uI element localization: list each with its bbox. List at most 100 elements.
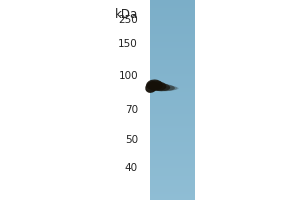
- Bar: [150, 130, 195, 132]
- Bar: [150, 176, 195, 178]
- Bar: [150, 50, 195, 52]
- Bar: [150, 136, 195, 138]
- Bar: [150, 6, 195, 8]
- Bar: [150, 120, 195, 122]
- Ellipse shape: [154, 84, 175, 91]
- Bar: [150, 132, 195, 134]
- Bar: [150, 82, 195, 84]
- Bar: [150, 70, 195, 72]
- Bar: [150, 162, 195, 164]
- Bar: [150, 64, 195, 66]
- Bar: [150, 98, 195, 100]
- Bar: [150, 48, 195, 50]
- Ellipse shape: [145, 81, 158, 93]
- Bar: [150, 174, 195, 176]
- Bar: [150, 188, 195, 190]
- Bar: [150, 196, 195, 198]
- Bar: [150, 34, 195, 36]
- Bar: [150, 58, 195, 60]
- Bar: [150, 100, 195, 102]
- Bar: [150, 60, 195, 62]
- Bar: [150, 20, 195, 22]
- Bar: [150, 32, 195, 34]
- Bar: [150, 154, 195, 156]
- Bar: [150, 182, 195, 184]
- Bar: [150, 180, 195, 182]
- Bar: [150, 0, 195, 2]
- Bar: [150, 160, 195, 162]
- Bar: [150, 144, 195, 146]
- Bar: [150, 104, 195, 106]
- Bar: [150, 12, 195, 14]
- Bar: [150, 84, 195, 86]
- Bar: [150, 128, 195, 130]
- Bar: [150, 170, 195, 172]
- Text: 150: 150: [118, 39, 138, 49]
- Bar: [150, 86, 195, 88]
- Bar: [150, 150, 195, 152]
- Bar: [150, 68, 195, 70]
- Bar: [150, 168, 195, 170]
- Bar: [150, 30, 195, 32]
- Bar: [150, 90, 195, 92]
- Bar: [150, 192, 195, 194]
- Bar: [150, 22, 195, 24]
- Bar: [150, 28, 195, 30]
- Bar: [150, 56, 195, 58]
- Bar: [150, 184, 195, 186]
- Bar: [150, 72, 195, 74]
- Bar: [150, 4, 195, 6]
- Bar: [150, 16, 195, 18]
- Bar: [150, 66, 195, 68]
- Ellipse shape: [148, 81, 166, 91]
- Ellipse shape: [146, 79, 163, 91]
- Bar: [150, 94, 195, 96]
- Bar: [150, 96, 195, 98]
- Bar: [150, 80, 195, 82]
- Bar: [150, 26, 195, 28]
- Bar: [150, 42, 195, 44]
- Ellipse shape: [160, 85, 178, 91]
- Bar: [150, 46, 195, 48]
- Bar: [150, 108, 195, 110]
- Bar: [150, 78, 195, 80]
- Bar: [150, 44, 195, 46]
- Bar: [150, 164, 195, 166]
- Bar: [150, 76, 195, 78]
- Bar: [150, 152, 195, 154]
- Text: 70: 70: [125, 105, 138, 115]
- Bar: [150, 118, 195, 120]
- Bar: [150, 10, 195, 12]
- Text: 100: 100: [118, 71, 138, 81]
- Bar: [150, 158, 195, 160]
- Bar: [150, 194, 195, 196]
- Bar: [150, 156, 195, 158]
- Text: 50: 50: [125, 135, 138, 145]
- Bar: [150, 114, 195, 116]
- Ellipse shape: [164, 87, 179, 90]
- Bar: [150, 146, 195, 148]
- Bar: [150, 92, 195, 94]
- Bar: [150, 112, 195, 114]
- Bar: [150, 190, 195, 192]
- Ellipse shape: [151, 83, 170, 91]
- Bar: [150, 116, 195, 118]
- Bar: [150, 74, 195, 76]
- Bar: [150, 148, 195, 150]
- Bar: [150, 126, 195, 128]
- Bar: [150, 62, 195, 64]
- Bar: [150, 142, 195, 144]
- Bar: [150, 198, 195, 200]
- Bar: [150, 124, 195, 126]
- Bar: [150, 138, 195, 140]
- Bar: [150, 110, 195, 112]
- Bar: [150, 134, 195, 136]
- Bar: [150, 186, 195, 188]
- Bar: [150, 172, 195, 174]
- Bar: [150, 40, 195, 42]
- Bar: [150, 14, 195, 16]
- Bar: [150, 18, 195, 20]
- Bar: [150, 178, 195, 180]
- Bar: [150, 140, 195, 142]
- Bar: [150, 24, 195, 26]
